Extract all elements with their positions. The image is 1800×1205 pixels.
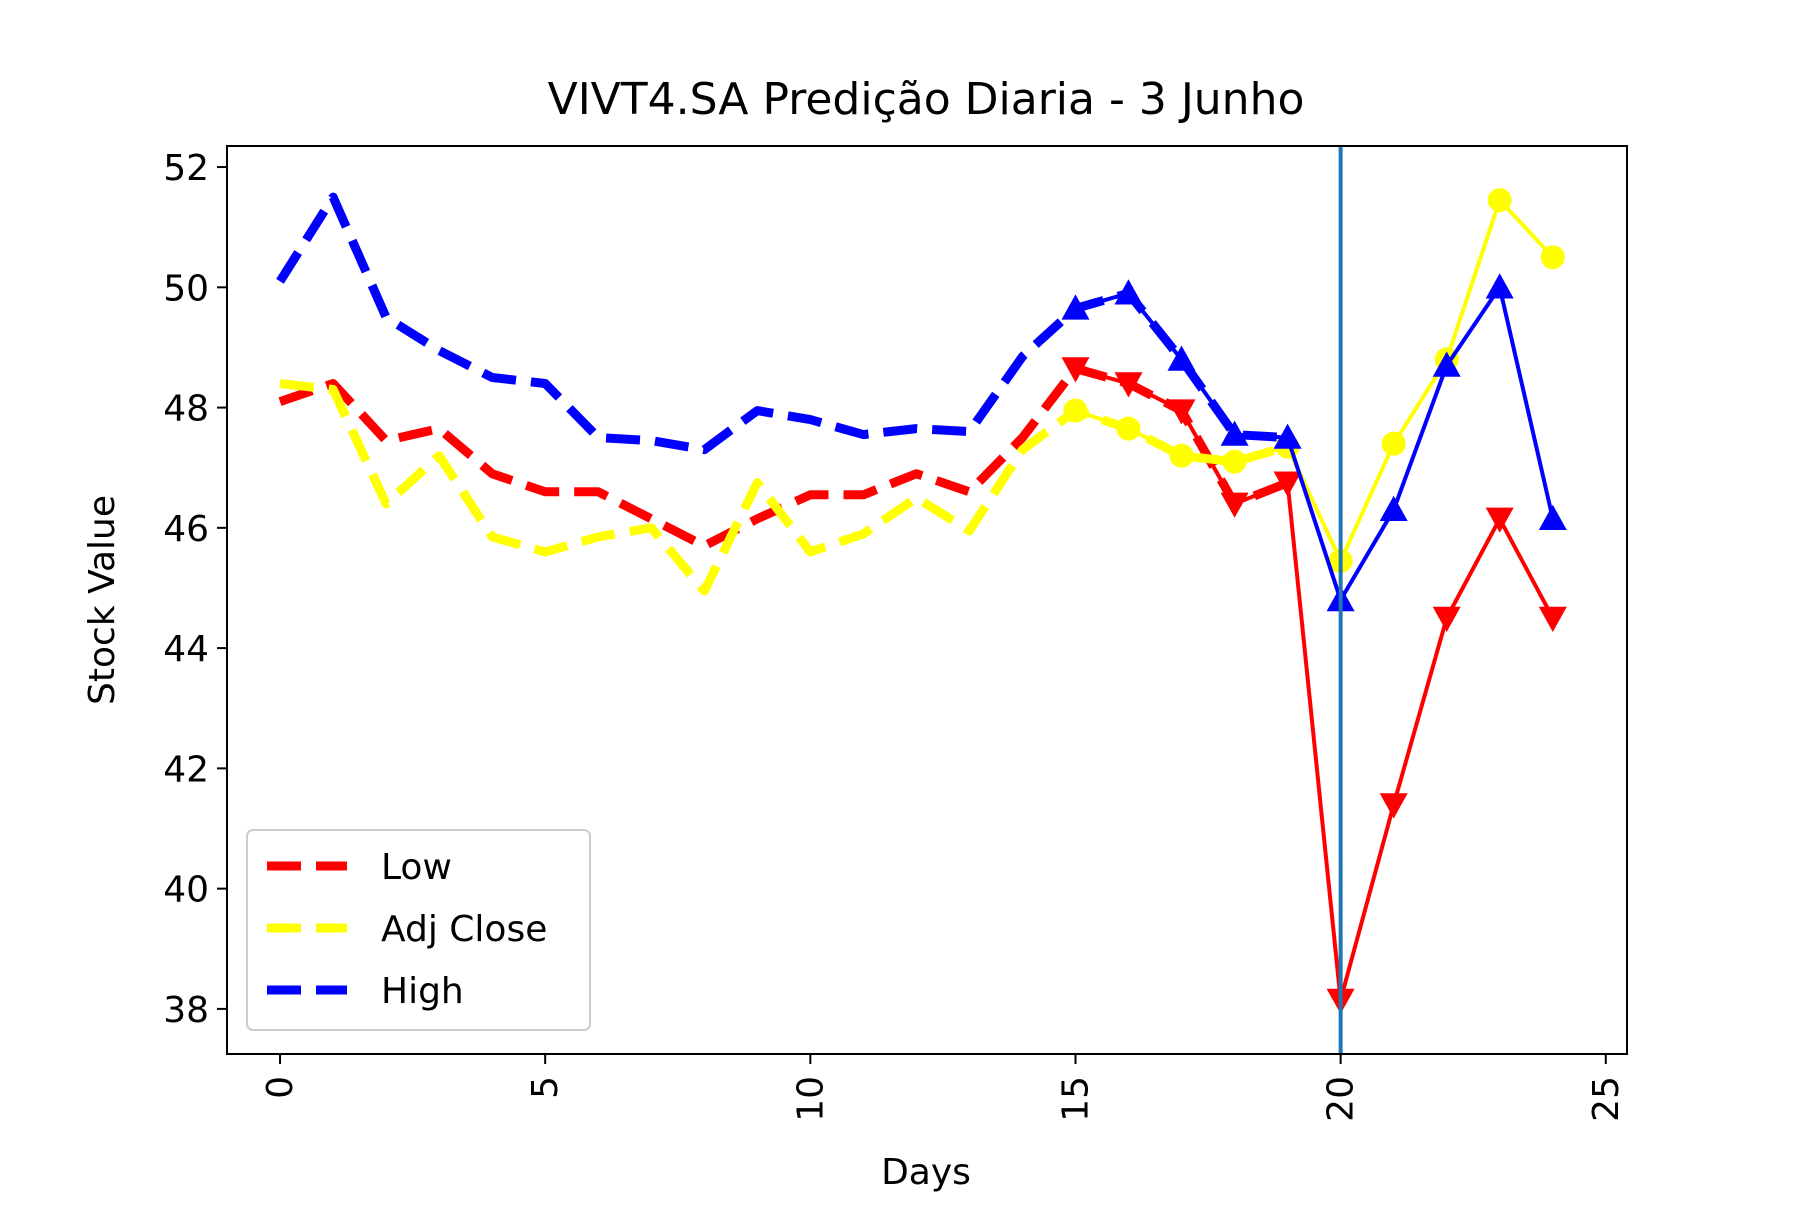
plot-area: 38 40 42 44 46 48 50 52 0 5 10 15 20 25 <box>163 145 1628 1122</box>
series-point <box>1116 416 1141 441</box>
y-tick-label: 50 <box>163 268 209 309</box>
series-point <box>1220 492 1249 518</box>
x-tick-label: 25 <box>1586 1076 1627 1122</box>
y-tick-label: 40 <box>163 870 209 911</box>
series-line-predicted <box>1074 285 1555 602</box>
series-point <box>1063 398 1088 423</box>
series-point <box>1379 495 1408 521</box>
legend: Low Adj Close High <box>246 829 591 1031</box>
series-point <box>1381 431 1406 456</box>
series-point <box>1273 423 1302 449</box>
series-point <box>1061 357 1090 383</box>
series-point <box>1538 504 1567 530</box>
series-point <box>1485 507 1514 533</box>
series-line-historical <box>276 192 1288 455</box>
series-point <box>1432 606 1461 632</box>
y-tick-label: 46 <box>163 509 209 550</box>
series-point <box>1379 793 1408 819</box>
legend-label: High <box>381 971 464 1012</box>
series-line-historical <box>278 364 1290 551</box>
series-point <box>1061 294 1090 320</box>
series-point <box>1485 273 1514 299</box>
series-point <box>1273 471 1302 497</box>
x-tick-label: 20 <box>1321 1076 1362 1122</box>
x-tick-label: 5 <box>525 1076 566 1099</box>
y-tick-label: 52 <box>163 148 209 189</box>
y-tick-label: 38 <box>163 990 209 1031</box>
series-point <box>1220 420 1249 446</box>
legend-label: Low <box>381 847 452 888</box>
series-point <box>1540 245 1565 270</box>
series-point <box>1167 345 1196 371</box>
y-tick-label: 44 <box>163 629 209 670</box>
x-axis-label: Days <box>881 1152 971 1193</box>
series-point <box>1169 443 1194 468</box>
series-line-predicted <box>1074 366 1555 1002</box>
legend-box <box>246 829 591 1031</box>
series-point <box>1538 606 1567 632</box>
series-point <box>1114 279 1143 305</box>
series-line-historical <box>279 379 1289 596</box>
x-tick-label: 15 <box>1056 1076 1097 1122</box>
series-point <box>1167 399 1196 425</box>
legend-label: Adj Close <box>381 909 547 950</box>
series-point <box>1487 188 1512 213</box>
chart-title: VIVT4.SA Predição Diaria - 3 Junho <box>548 74 1305 125</box>
y-axis-label: Stock Value <box>82 495 123 705</box>
series-point <box>1432 351 1461 377</box>
x-tick-label: 0 <box>260 1076 301 1099</box>
series-line-predicted <box>1074 198 1555 563</box>
series-point <box>1222 449 1247 474</box>
y-tick-label: 42 <box>163 749 209 790</box>
series-point <box>1114 372 1143 398</box>
y-tick-label: 48 <box>163 389 209 430</box>
plot-frame <box>226 145 1628 1055</box>
x-tick-label: 10 <box>790 1076 831 1122</box>
